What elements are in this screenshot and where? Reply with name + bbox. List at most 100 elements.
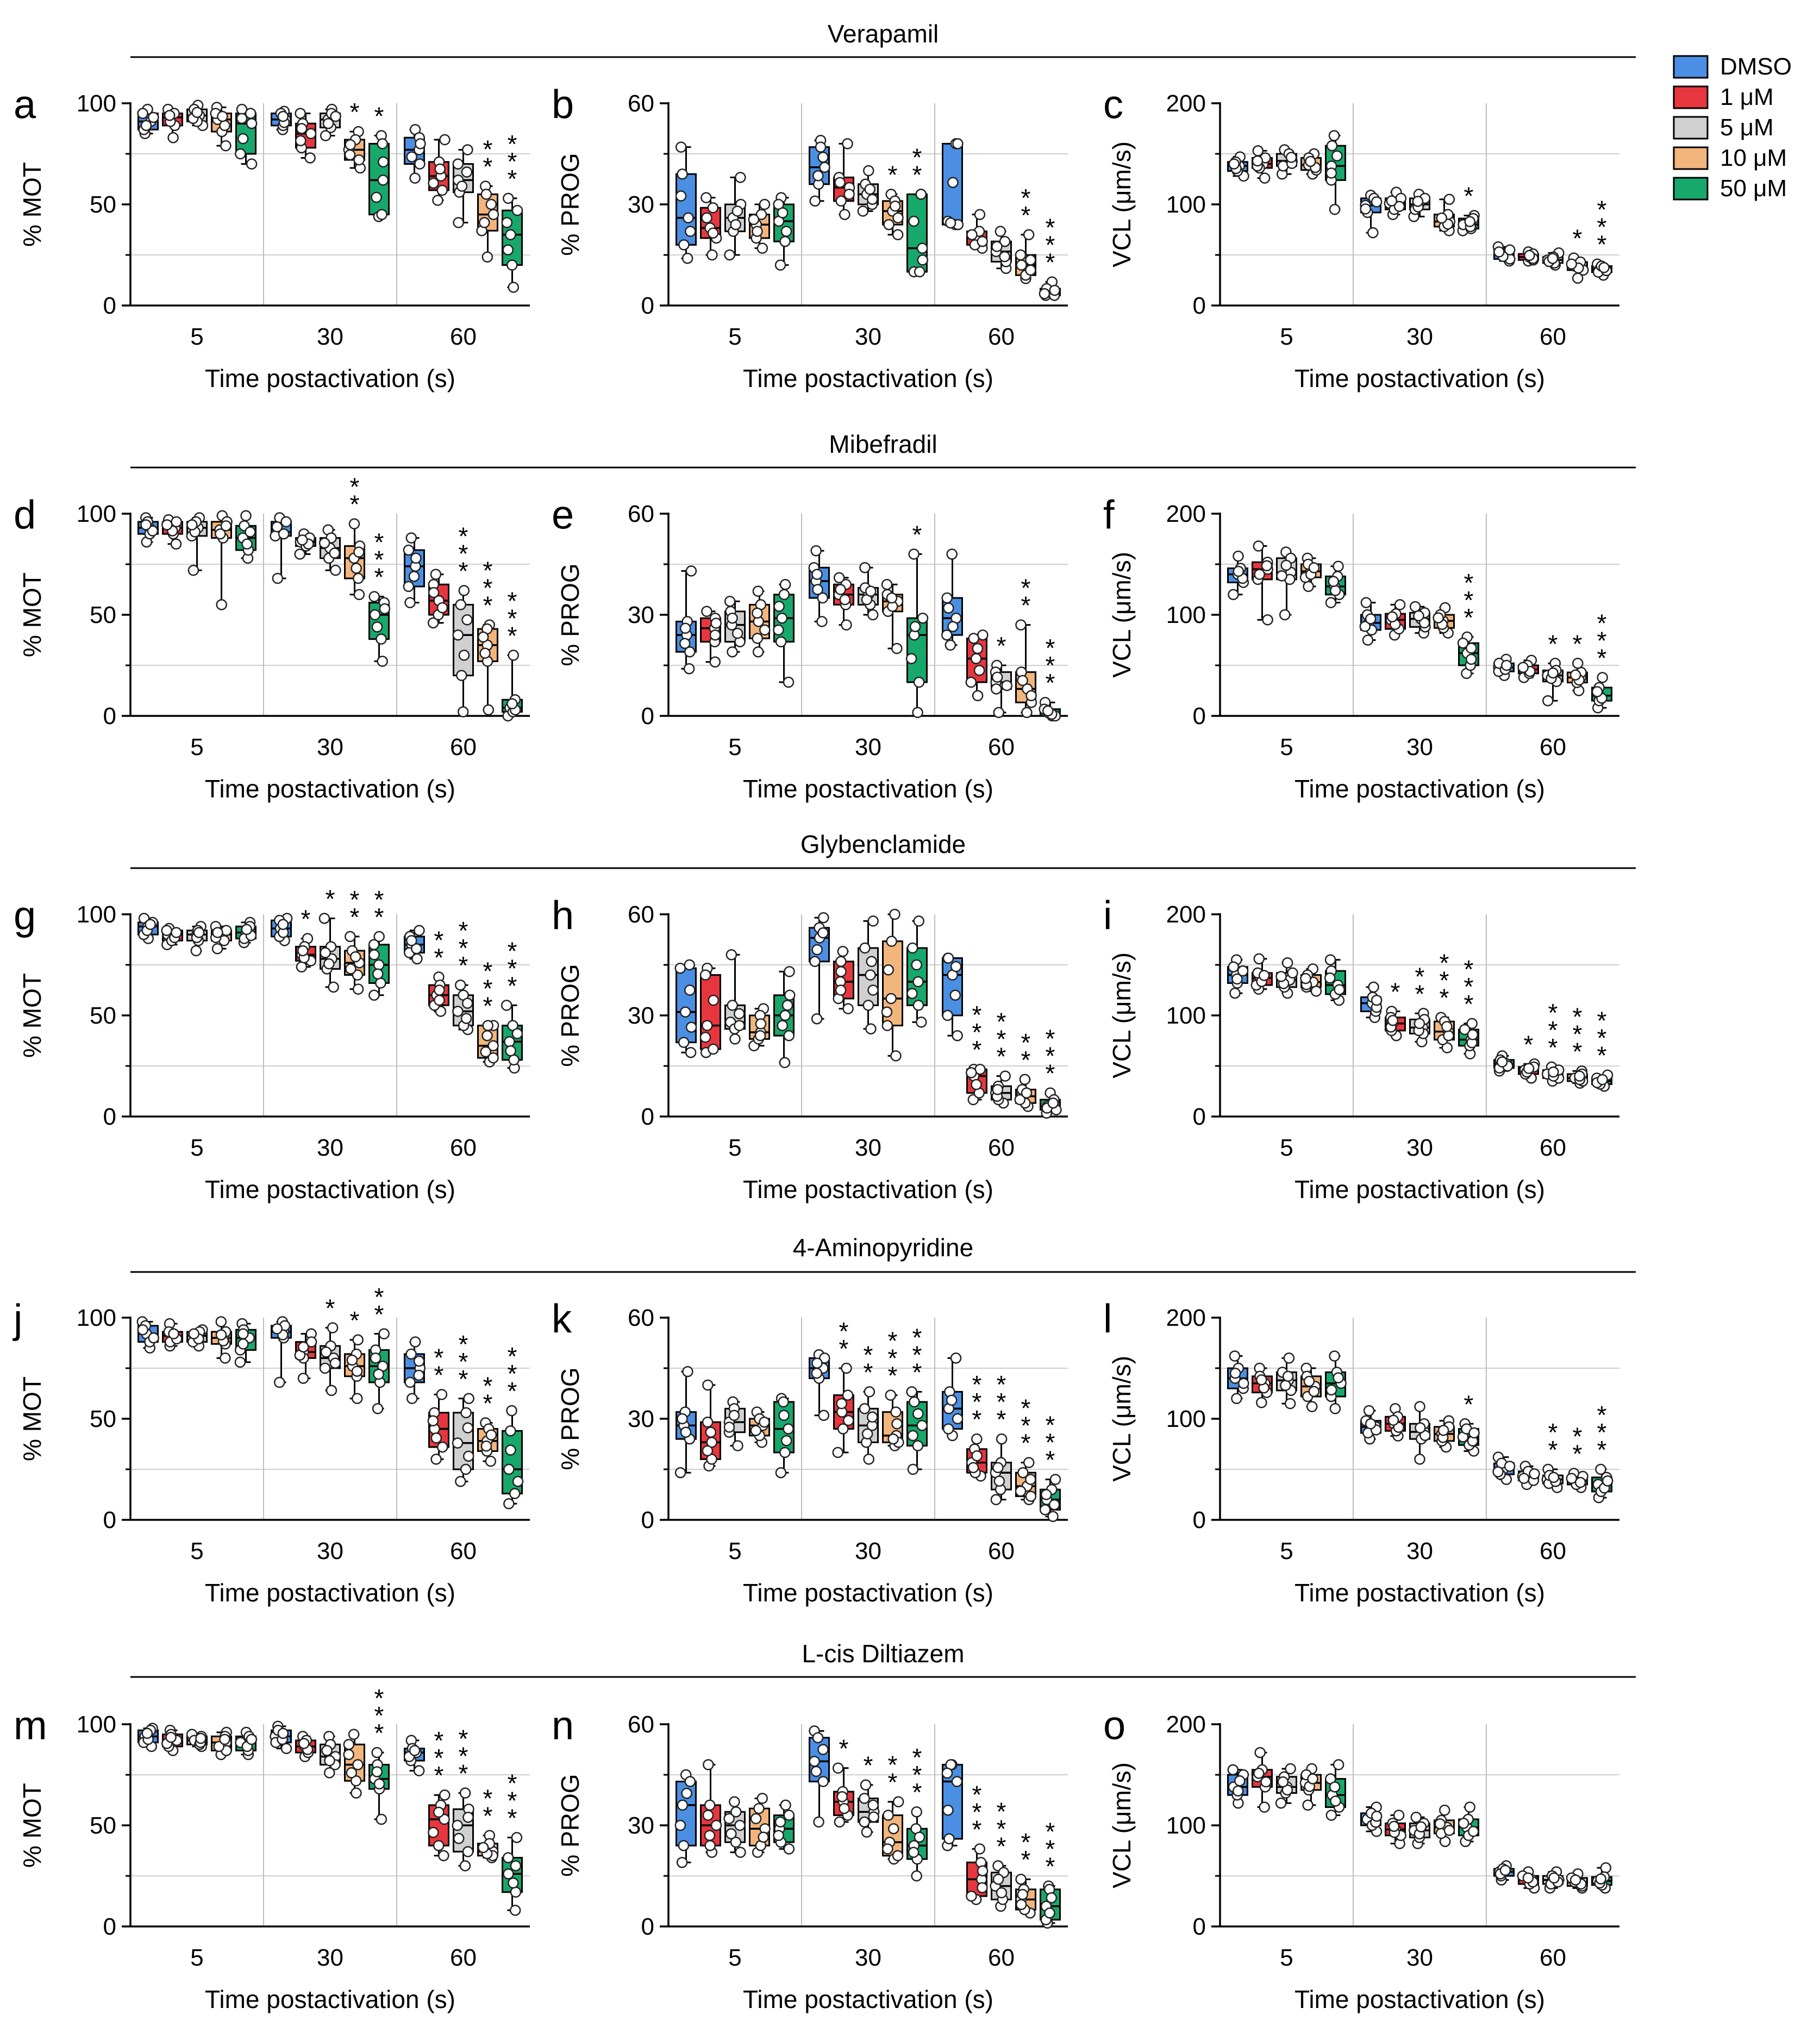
data-point: [237, 133, 249, 145]
data-point: [406, 151, 417, 163]
data-point: [783, 1423, 794, 1435]
data-point: [487, 1052, 499, 1064]
significance-star: *: [459, 1742, 468, 1770]
box-5uM-30: *: [319, 1294, 341, 1396]
data-point: [1409, 601, 1421, 613]
y-tick-label: 100: [77, 1305, 116, 1331]
data-point: [727, 612, 738, 624]
data-point: [867, 609, 879, 621]
data-point: [305, 1336, 317, 1348]
data-point: [727, 646, 738, 658]
data-point: [352, 1759, 364, 1770]
data-point: [678, 1037, 690, 1048]
y-tick-label: 30: [628, 1812, 654, 1839]
data-point: [859, 1793, 870, 1804]
data-point: [1308, 1386, 1320, 1398]
y-tick-label: 100: [1166, 1812, 1206, 1839]
box-DMSO-5: [676, 565, 697, 675]
data-point: [1333, 1759, 1344, 1770]
data-point: [1394, 599, 1406, 610]
data-point: [161, 519, 173, 531]
data-point: [704, 1839, 716, 1851]
y-tick-label: 100: [77, 901, 116, 928]
data-point: [296, 534, 308, 546]
data-point: [408, 571, 420, 582]
data-point: [240, 510, 252, 521]
x-axis-label: Time postactivation (s): [743, 1579, 993, 1607]
x-axis-label: Time postactivation (s): [743, 1175, 993, 1203]
data-point: [405, 935, 417, 946]
significance-star: *: [1548, 1016, 1558, 1044]
box-10uM-5: [1300, 1362, 1322, 1412]
data-point: [1233, 550, 1244, 562]
data-point: [756, 1793, 768, 1804]
box-50uM-5: [235, 1726, 258, 1761]
data-point: [810, 545, 822, 557]
data-point: [483, 704, 495, 716]
data-point: [353, 546, 365, 558]
data-point: [346, 1354, 358, 1366]
data-point: [907, 1463, 919, 1475]
data-point: [1259, 1801, 1270, 1813]
box-10uM-5: [211, 1316, 232, 1364]
y-tick-label: 30: [628, 191, 654, 218]
box-5uM-60: **: [1541, 1418, 1563, 1493]
x-tick-label: 60: [1540, 323, 1566, 350]
x-axis-label: Time postactivation (s): [205, 1985, 455, 2013]
data-point: [946, 548, 958, 560]
legend: DMSO 1 μM 5 μM 10 μM 50 μM: [1673, 53, 1792, 202]
legend-label: 50 μM: [1720, 175, 1787, 202]
data-point: [409, 1336, 421, 1348]
significance-star: *: [1464, 182, 1474, 210]
box-1uM-60: **: [428, 926, 449, 1017]
significance-star: *: [1464, 586, 1474, 614]
data-point: [909, 621, 921, 632]
data-point: [235, 148, 246, 160]
panel-g: g 0 50 100 % MOT 5 30 60 Time postactivation (s)…: [14, 884, 530, 1203]
data-point: [1393, 201, 1405, 212]
data-point: [1046, 1892, 1058, 1904]
significance-star: *: [483, 1389, 493, 1417]
legend-label: DMSO: [1720, 53, 1792, 80]
box-10uM-5: [1300, 148, 1322, 180]
data-point: [839, 1803, 850, 1814]
box-10uM-5: [210, 921, 232, 955]
significance-star: *: [1440, 966, 1449, 995]
data-point: [368, 939, 380, 951]
data-point: [460, 1463, 472, 1475]
data-point: [889, 908, 900, 920]
box-1uM-30: [295, 108, 317, 164]
significance-star: *: [1021, 184, 1031, 212]
data-point: [783, 676, 795, 688]
box-5uM-30: [320, 103, 341, 141]
data-point: [999, 251, 1010, 263]
significance-star: *: [1548, 1418, 1558, 1446]
data-point: [883, 1810, 894, 1821]
data-point: [947, 177, 959, 188]
data-point: [784, 989, 796, 1001]
y-axis-label: % PROG: [556, 563, 584, 666]
data-point: [1252, 155, 1264, 167]
data-point: [1542, 695, 1554, 707]
data-point: [375, 977, 386, 989]
data-point: [836, 1398, 847, 1410]
significance-star: *: [459, 951, 468, 980]
box-10uM-5: [211, 1726, 233, 1761]
data-point: [403, 544, 415, 556]
data-point: [1414, 1401, 1425, 1412]
data-point: [1329, 1781, 1341, 1793]
data-point: [678, 239, 690, 251]
data-point: [1464, 216, 1475, 227]
box-5uM-30: **: [1409, 962, 1430, 1047]
y-axis-label: VCL (μm/s): [1108, 141, 1136, 267]
data-point: [1285, 1763, 1296, 1775]
data-point: [1285, 152, 1297, 163]
section-2: Mibefradil: [130, 430, 1636, 469]
data-point: [843, 1414, 854, 1426]
data-point: [709, 629, 721, 641]
box-10uM-60: **: [1015, 184, 1036, 284]
significance-star: *: [1548, 629, 1558, 658]
data-point: [816, 616, 828, 627]
box-50uM-60: ***: [1039, 634, 1061, 722]
data-point: [373, 1368, 384, 1380]
